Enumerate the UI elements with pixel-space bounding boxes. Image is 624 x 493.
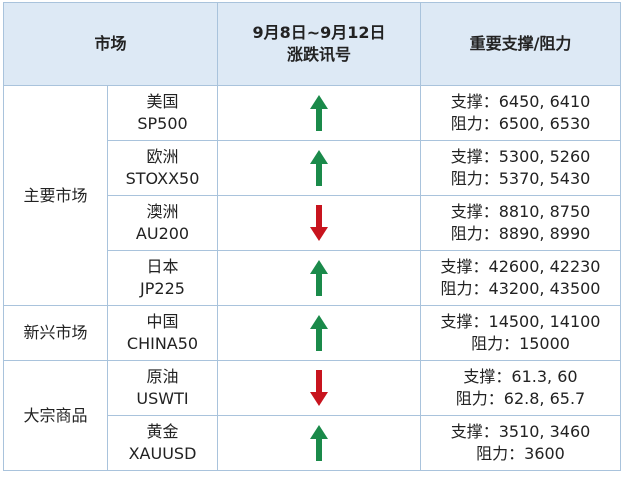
signal bbox=[217, 360, 422, 416]
instrument: 欧洲 STOXX50 bbox=[106, 140, 219, 196]
data-row: 黄金 XAUUSD 支撑：3510, 3460 阻力：3600 bbox=[4, 415, 622, 471]
resistance: 阻力：6500, 6530 bbox=[450, 114, 591, 133]
signal bbox=[217, 195, 422, 251]
header-market: 市场 bbox=[2, 2, 219, 86]
levels: 支撑：14500, 14100 阻力：15000 bbox=[420, 305, 622, 361]
up-arrow bbox=[310, 95, 329, 131]
arrow-shape bbox=[310, 150, 329, 186]
instrument-code: AU200 bbox=[135, 224, 190, 243]
resistance: 阻力：43200, 43500 bbox=[440, 279, 601, 298]
instrument: 中国 CHINA50 bbox=[106, 305, 219, 361]
instrument-name: 原油 bbox=[146, 367, 179, 386]
data-row: 主要市场 美国 SP500 支撑：6450, 6410 阻力：6500, 6530 bbox=[3, 85, 622, 306]
instrument-code: USWTI bbox=[136, 389, 189, 408]
instrument: 原油 USWTI bbox=[106, 360, 219, 416]
resistance: 阻力：15000 bbox=[471, 334, 570, 353]
support: 支撑：3510, 3460 bbox=[450, 422, 591, 441]
up-arrow bbox=[310, 260, 329, 296]
signal bbox=[217, 85, 422, 141]
arrow-shape bbox=[310, 205, 329, 241]
instrument-name: 黄金 bbox=[146, 422, 179, 441]
header-levels: 重要支撑/阻力 bbox=[420, 2, 622, 86]
levels: 支撑：42600, 42230 阻力：43200, 43500 bbox=[420, 250, 622, 306]
support: 支撑：14500, 14100 bbox=[440, 312, 601, 331]
up-arrow bbox=[310, 150, 329, 186]
up-arrow bbox=[310, 425, 329, 461]
levels: 支撑：6450, 6410 阻力：6500, 6530 bbox=[420, 85, 622, 141]
down-arrow bbox=[310, 370, 329, 406]
data-row: 日本 JP225 支撑：42600, 42230 阻力：43200, 43500 bbox=[4, 250, 622, 306]
arrow-shape bbox=[310, 260, 329, 296]
instrument-name: 美国 bbox=[146, 92, 179, 111]
signal bbox=[217, 250, 422, 306]
support: 支撑：5300, 5260 bbox=[450, 147, 591, 166]
data-row: 澳洲 AU200 支撑：8810, 8750 阻力：8890, 8990 bbox=[4, 195, 622, 251]
levels: 支撑：5300, 5260 阻力：5370, 5430 bbox=[420, 140, 622, 196]
up-arrow bbox=[310, 315, 329, 351]
group-name: 新兴市场 bbox=[3, 305, 108, 361]
instrument: 日本 JP225 bbox=[106, 250, 219, 306]
resistance: 阻力：62.8, 65.7 bbox=[455, 389, 586, 408]
instrument-code: CHINA50 bbox=[126, 334, 199, 353]
signal bbox=[217, 415, 422, 471]
instrument-code: SP500 bbox=[137, 114, 188, 133]
instrument-code: XAUUSD bbox=[128, 444, 197, 463]
instrument-name: 欧洲 bbox=[146, 147, 179, 166]
support: 支撑：6450, 6410 bbox=[450, 92, 591, 111]
group-name: 大宗商品 bbox=[3, 360, 108, 471]
levels: 支撑：8810, 8750 阻力：8890, 8990 bbox=[420, 195, 622, 251]
arrow-shape bbox=[310, 370, 329, 406]
instrument-name: 中国 bbox=[146, 312, 179, 331]
support: 支撑：61.3, 60 bbox=[463, 367, 578, 386]
arrow-shape bbox=[310, 425, 329, 461]
instrument: 澳洲 AU200 bbox=[106, 195, 219, 251]
data-row: 新兴市场 中国 CHINA50 支撑：14500, 14100 阻力：15000 bbox=[3, 305, 622, 361]
instrument: 黄金 XAUUSD bbox=[106, 415, 219, 471]
table-body: 主要市场 美国 SP500 支撑：6450, 6410 阻力：6500, 6530 欧洲 S… bbox=[3, 85, 622, 471]
data-row: 大宗商品 原油 USWTI 支撑：61.3, 60 阻力：62.8, 65.7 bbox=[3, 360, 622, 471]
support: 支撑：42600, 42230 bbox=[440, 257, 601, 276]
resistance: 阻力：5370, 5430 bbox=[450, 169, 591, 188]
resistance: 阻力：3600 bbox=[476, 444, 565, 463]
signal bbox=[217, 305, 422, 361]
group-name: 主要市场 bbox=[3, 85, 108, 306]
header-period: 9月8日~9月12日 bbox=[252, 23, 386, 42]
instrument: 美国 SP500 bbox=[106, 85, 219, 141]
arrow-shape bbox=[310, 315, 329, 351]
support: 支撑：8810, 8750 bbox=[450, 202, 591, 221]
levels: 支撑：3510, 3460 阻力：3600 bbox=[420, 415, 622, 471]
arrow-shape bbox=[310, 95, 329, 131]
signal-table: 市场 9月8日~9月12日 涨跌讯号 重要支撑/阻力 主要市场 美国 SP500 支撑：… bbox=[2, 2, 622, 471]
header-row: 市场 9月8日~9月12日 涨跌讯号 重要支撑/阻力 bbox=[2, 2, 622, 86]
instrument-name: 澳洲 bbox=[146, 202, 179, 221]
header-signal-text: 涨跌讯号 bbox=[287, 45, 352, 64]
instrument-code: JP225 bbox=[140, 279, 185, 298]
instrument-name: 日本 bbox=[146, 257, 179, 276]
header-signal: 9月8日~9月12日 涨跌讯号 bbox=[217, 2, 422, 86]
down-arrow bbox=[310, 205, 329, 241]
signal bbox=[217, 140, 422, 196]
instrument-code: STOXX50 bbox=[125, 169, 200, 188]
resistance: 阻力：8890, 8990 bbox=[450, 224, 591, 243]
levels: 支撑：61.3, 60 阻力：62.8, 65.7 bbox=[420, 360, 622, 416]
